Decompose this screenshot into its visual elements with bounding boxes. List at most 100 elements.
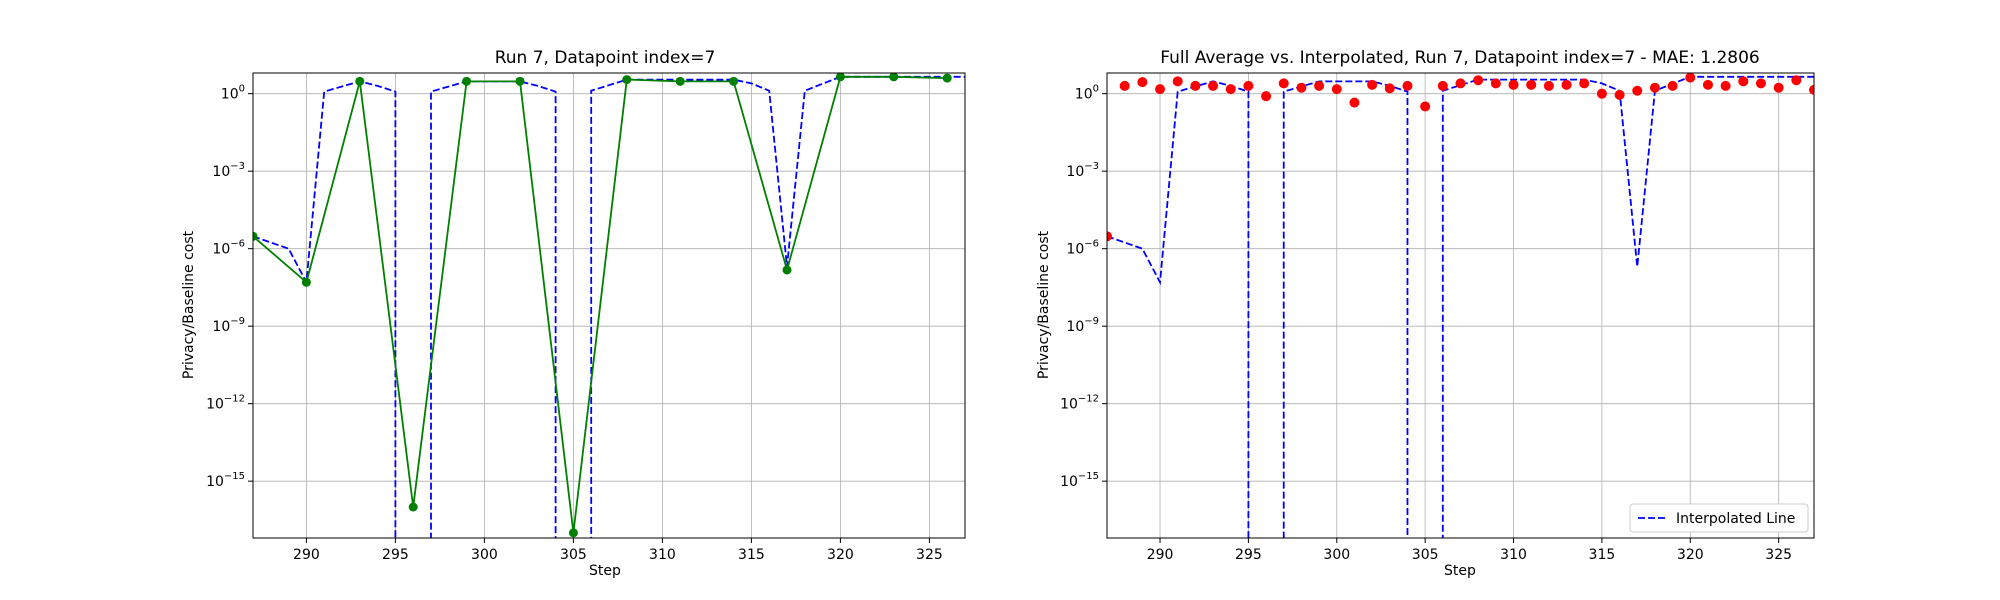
y-tick-label: 10−6: [212, 239, 245, 258]
scatter-point: [1190, 80, 1201, 91]
y-tick-label: 10−15: [206, 471, 245, 490]
x-tick-label: 310: [649, 547, 676, 563]
series-marker: [622, 75, 632, 85]
scatter-point: [1243, 80, 1254, 91]
scatter-point: [1561, 79, 1572, 90]
scatter-point: [1738, 76, 1749, 87]
x-tick-label: 320: [1677, 547, 1704, 563]
x-tick-label: 305: [1412, 547, 1439, 563]
scatter-point: [1437, 80, 1448, 91]
scatter-point: [1543, 80, 1554, 91]
series-marker: [729, 76, 739, 86]
interpolated-dashed-line: [1107, 75, 1814, 538]
x-tick-label: 325: [916, 547, 943, 563]
scatter-point: [1579, 78, 1590, 89]
scatter-point: [1685, 73, 1696, 83]
x-tick-label: 295: [382, 547, 409, 563]
scatter-point: [1314, 80, 1325, 91]
x-tick-label: 300: [1323, 547, 1350, 563]
x-tick-label: 290: [293, 547, 320, 563]
chart-right: Full Average vs. Interpolated, Run 7, Da…: [1036, 48, 1815, 579]
scatter-point: [1208, 80, 1219, 91]
series-marker: [355, 76, 365, 86]
series-marker: [515, 76, 525, 86]
chart-left-ylabel: Privacy/Baseline cost: [181, 230, 197, 379]
x-tick-label: 320: [827, 547, 854, 563]
scatter-point: [1720, 80, 1731, 91]
x-tick-label: 315: [1589, 547, 1616, 563]
x-tick-label: 295: [1235, 547, 1262, 563]
chart-left: Run 7, Datapoint index=7 Step Privacy/Ba…: [181, 48, 966, 579]
scatter-point: [1172, 76, 1183, 87]
series-marker: [301, 277, 311, 287]
scatter-point: [1155, 84, 1166, 95]
scatter-point: [1349, 97, 1360, 108]
series-solid-line: [253, 75, 948, 533]
series-marker: [782, 265, 792, 275]
scatter-point: [1420, 101, 1431, 112]
plot-frame: [252, 72, 966, 539]
scatter-point: [1809, 84, 1814, 95]
series-marker: [408, 502, 418, 512]
chart-right-xlabel: Step: [1444, 563, 1476, 579]
scatter-point: [1455, 78, 1466, 89]
chart-right-title: Full Average vs. Interpolated, Run 7, Da…: [1160, 48, 1760, 68]
scatter-point: [1278, 78, 1289, 89]
series-marker: [675, 76, 685, 86]
legend-label: Interpolated Line: [1676, 511, 1795, 527]
scatter-point: [1367, 79, 1378, 90]
y-tick-label: 10−3: [1066, 161, 1099, 180]
y-tick-label: 10−9: [212, 316, 245, 335]
x-tick-label: 315: [738, 547, 765, 563]
scatter-point: [1490, 78, 1501, 89]
plot-series-group: [253, 73, 965, 538]
scatter-point: [1137, 77, 1148, 88]
y-tick-label: 10−9: [1066, 316, 1099, 335]
legend-box: [1629, 503, 1809, 533]
series-marker: [462, 76, 472, 86]
scatter-point: [1632, 85, 1643, 96]
scatter-point: [1331, 84, 1342, 95]
scatter-point: [1649, 82, 1660, 93]
x-tick-label: 325: [1765, 547, 1792, 563]
interpolated-dashed-line: [253, 75, 965, 538]
legend: Interpolated Line: [1629, 503, 1809, 533]
scatter-point: [1773, 82, 1784, 93]
x-tick-label: 300: [471, 547, 498, 563]
plot-series-group: [1107, 73, 1814, 538]
series-marker: [568, 528, 578, 538]
y-tick-label: 10−15: [1060, 471, 1099, 490]
x-tick-label: 310: [1500, 547, 1527, 563]
scatter-point: [1261, 91, 1272, 102]
scatter-point: [1791, 75, 1802, 86]
y-tick-label: 100: [1075, 84, 1099, 103]
scatter-point: [1596, 88, 1607, 99]
scatter-point: [1526, 79, 1537, 90]
chart-right-ylabel: Privacy/Baseline cost: [1036, 230, 1052, 379]
scatter-point: [1755, 78, 1766, 89]
series-marker: [942, 73, 952, 83]
scatter-point: [1702, 79, 1713, 90]
series-marker: [889, 73, 899, 82]
scatter-point: [1667, 80, 1678, 91]
scatter-point: [1225, 84, 1236, 95]
series-marker: [253, 231, 258, 241]
x-tick-label: 290: [1147, 547, 1174, 563]
scatter-point: [1107, 231, 1112, 242]
scatter-point: [1119, 80, 1130, 91]
series-marker: [835, 73, 845, 82]
y-tick-label: 100: [221, 84, 245, 103]
y-tick-label: 10−6: [1066, 239, 1099, 258]
scatter-point: [1614, 89, 1625, 100]
y-tick-label: 10−12: [206, 394, 245, 413]
scatter-point: [1508, 79, 1519, 90]
plot-frame: [1106, 72, 1815, 539]
scatter-point: [1384, 83, 1395, 94]
x-tick-label: 305: [560, 547, 587, 563]
scatter-point: [1473, 75, 1484, 86]
y-tick-label: 10−3: [212, 161, 245, 180]
chart-left-title: Run 7, Datapoint index=7: [495, 48, 716, 68]
scatter-point: [1402, 80, 1413, 91]
